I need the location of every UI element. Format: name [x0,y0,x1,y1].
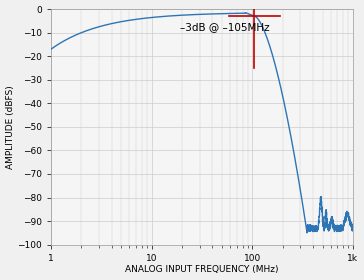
Y-axis label: AMPLITUDE (dBFS): AMPLITUDE (dBFS) [5,85,15,169]
Text: –3dB @ –105MHz: –3dB @ –105MHz [179,22,269,32]
X-axis label: ANALOG INPUT FREQUENCY (MHz): ANALOG INPUT FREQUENCY (MHz) [125,265,279,274]
